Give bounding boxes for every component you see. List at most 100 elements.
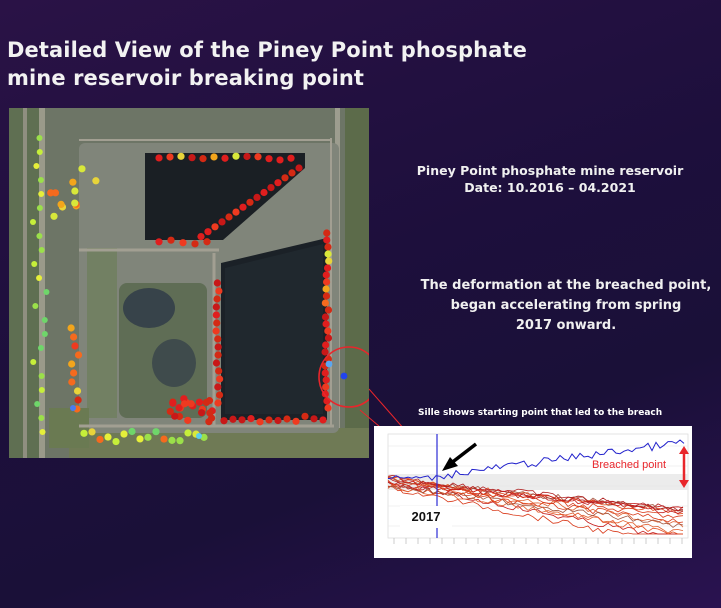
measurement-point (287, 154, 295, 162)
measurement-point (37, 345, 44, 351)
measurement-point (324, 250, 332, 258)
measurement-point (322, 376, 330, 384)
measurement-point (220, 417, 228, 425)
measurement-point (136, 435, 144, 443)
slide-title: Detailed View of the Piney Point phospha… (7, 36, 527, 92)
measurement-point (180, 400, 189, 408)
measurement-point (215, 367, 223, 375)
year-2017-label: 2017 (400, 506, 452, 528)
measurement-point (36, 205, 43, 211)
measurement-point (322, 271, 330, 279)
measurement-point (38, 373, 45, 379)
measurement-point (253, 193, 261, 201)
measurement-point (215, 391, 224, 399)
measurement-point (281, 174, 289, 182)
measurement-point (71, 342, 79, 350)
measurement-point (225, 213, 233, 221)
measurement-point (166, 153, 174, 161)
measurement-point (120, 430, 128, 438)
measurement-point (212, 311, 220, 319)
measurement-point (288, 169, 296, 177)
measurement-point (323, 397, 331, 405)
measurement-point (70, 369, 78, 377)
measurement-point (321, 348, 329, 356)
measurement-point (323, 264, 332, 272)
measurement-point (70, 333, 78, 341)
measurement-point (212, 359, 221, 367)
measurement-point (205, 397, 214, 405)
measurement-point (216, 375, 224, 383)
measurement-point (323, 236, 331, 244)
measurement-point (238, 416, 246, 424)
measurement-point (200, 433, 208, 441)
measurement-point (247, 415, 255, 423)
measurement-point (78, 165, 86, 173)
measurement-point (274, 179, 282, 187)
measurement-point (274, 416, 282, 425)
measurement-point (197, 409, 206, 417)
measurement-point (210, 153, 218, 161)
measurement-point (292, 417, 300, 425)
measurement-point (283, 415, 291, 423)
measurement-point (243, 152, 251, 161)
breached-point-label: Breached point (592, 459, 666, 471)
measurement-point (96, 435, 104, 444)
measurement-point (171, 412, 179, 420)
measurement-point (322, 383, 330, 391)
measurement-point (39, 429, 46, 435)
measurement-point (212, 327, 220, 335)
measurement-point (177, 152, 185, 160)
measurement-point (30, 219, 37, 225)
measurement-point (321, 313, 330, 321)
measurement-point (80, 429, 88, 437)
arrow-icon (442, 457, 458, 471)
deformation-note-line-2: began accelerating from spring (450, 298, 682, 313)
measurement-point (195, 398, 204, 406)
measurement-point (323, 229, 331, 237)
measurement-point (184, 429, 192, 437)
measurement-point (30, 359, 37, 365)
measurement-point (229, 415, 237, 423)
measurement-point (214, 335, 222, 343)
measurement-point (43, 289, 50, 295)
measurement-point (265, 416, 273, 424)
measurement-point (70, 405, 76, 411)
measurement-point (36, 135, 43, 141)
measurement-point (203, 238, 211, 246)
measurement-point (239, 203, 247, 211)
measurement-point (204, 228, 212, 236)
measurement-point (33, 163, 40, 169)
measurement-point (322, 285, 330, 293)
measurement-point (155, 154, 163, 162)
measurement-point (301, 412, 309, 420)
arrow-shaft (448, 442, 478, 466)
measurement-point (38, 387, 45, 393)
measurement-point (175, 404, 183, 412)
measurement-point (321, 369, 329, 377)
measurement-point (325, 360, 333, 368)
measurement-point (214, 351, 222, 359)
measurement-point (267, 184, 275, 192)
measurement-point (322, 320, 330, 328)
measurement-point (340, 372, 348, 380)
measurement-point (47, 189, 55, 197)
measurement-point (128, 427, 136, 436)
measurement-point (199, 155, 207, 163)
chart-caption: Sille shows starting point that led to t… (418, 408, 663, 418)
info-block: Piney Point phosphate mine reservoir Dat… (400, 162, 700, 196)
measurement-point (36, 233, 43, 239)
measurement-point (73, 387, 82, 395)
measurement-point (144, 433, 152, 441)
measurement-point (166, 407, 174, 416)
measurement-point (191, 240, 199, 248)
measurement-point (218, 218, 226, 226)
deformation-note: The deformation at the breached point, b… (412, 276, 720, 336)
measurement-point (265, 155, 273, 163)
measurement-point (214, 399, 222, 407)
deformation-note-line-1: The deformation at the breached point, (420, 278, 712, 293)
measurement-point (295, 164, 303, 172)
measurement-point (176, 437, 184, 445)
measurement-point (214, 383, 222, 391)
satellite-map-graphic (9, 108, 369, 458)
measurement-point (38, 415, 45, 421)
